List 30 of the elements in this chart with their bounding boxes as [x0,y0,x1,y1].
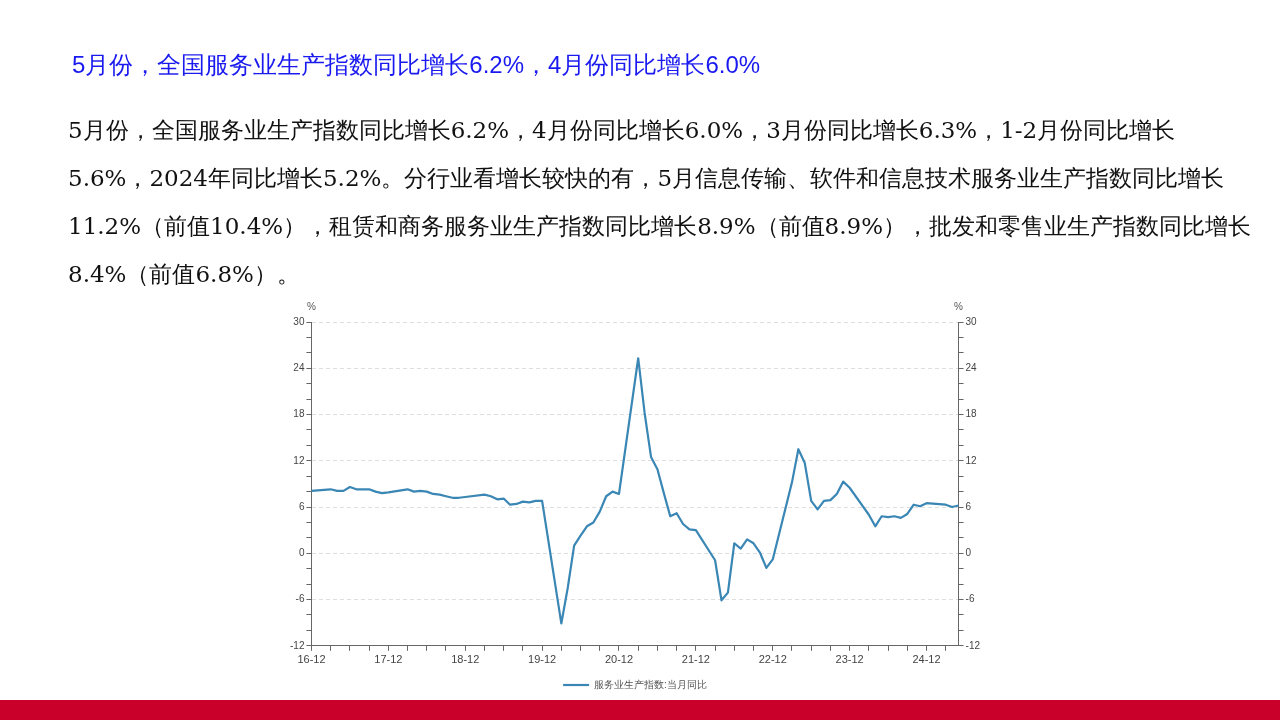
y2-tick-label: 18 [965,408,978,420]
y-tick-label: -6 [295,593,305,605]
legend-label: 服务业生产指数:当月同比 [594,678,707,690]
x-tick-label: 22-12 [758,653,787,666]
x-tick-label: 18-12 [451,653,480,666]
y-tick-label: 24 [293,362,305,374]
x-tick-label: 24-12 [912,653,941,666]
x-tick-label: 23-12 [835,653,864,666]
y2-tick-label: -12 [965,639,981,651]
y-tick-label: -12 [290,639,305,651]
y-tick-label: 30 [293,315,305,327]
y-tick-label: 12 [293,454,305,466]
x-tick-label: 16-12 [297,653,326,666]
x-tick-label: 21-12 [681,653,710,666]
y2-axis-title: % [954,300,964,312]
y-axis-title: % [307,300,316,312]
x-tick-label: 17-12 [374,653,403,666]
y-tick-label: 0 [298,547,305,559]
y2-tick-label: 30 [965,315,978,327]
x-tick-label: 20-12 [604,653,634,666]
y2-tick-label: 12 [965,454,978,466]
x-tick-label: 19-12 [528,653,557,666]
y2-tick-label: 24 [965,362,978,374]
chart-title: 5月份，全国服务业生产指数同比增长6.2%，4月份同比增长6.0% [72,50,761,80]
y-tick-label: 18 [293,408,305,420]
y2-tick-label: 6 [965,500,972,512]
y2-tick-label: -6 [965,593,975,605]
chart-subtitle: 5月份，全国服务业生产指数同比增长6.2%，4月份同比增长6.0%，3月份同比增长6.3%，1-2月份同比增长5.6%，2024年同比增长5.2%。分行业看增长较快的有，5月信息传输、软件和信息技术服务业生产指数同比增长11.2%（前值10.4%），租赁和商务服务业生产指数同比增长8.9%（前值8.9%），批发和零售业生产指数同比增长8.4%（前值6.8%）。 [68,116,1252,289]
y2-tick-label: 0 [965,547,972,559]
y-tick-label: 6 [298,500,305,512]
